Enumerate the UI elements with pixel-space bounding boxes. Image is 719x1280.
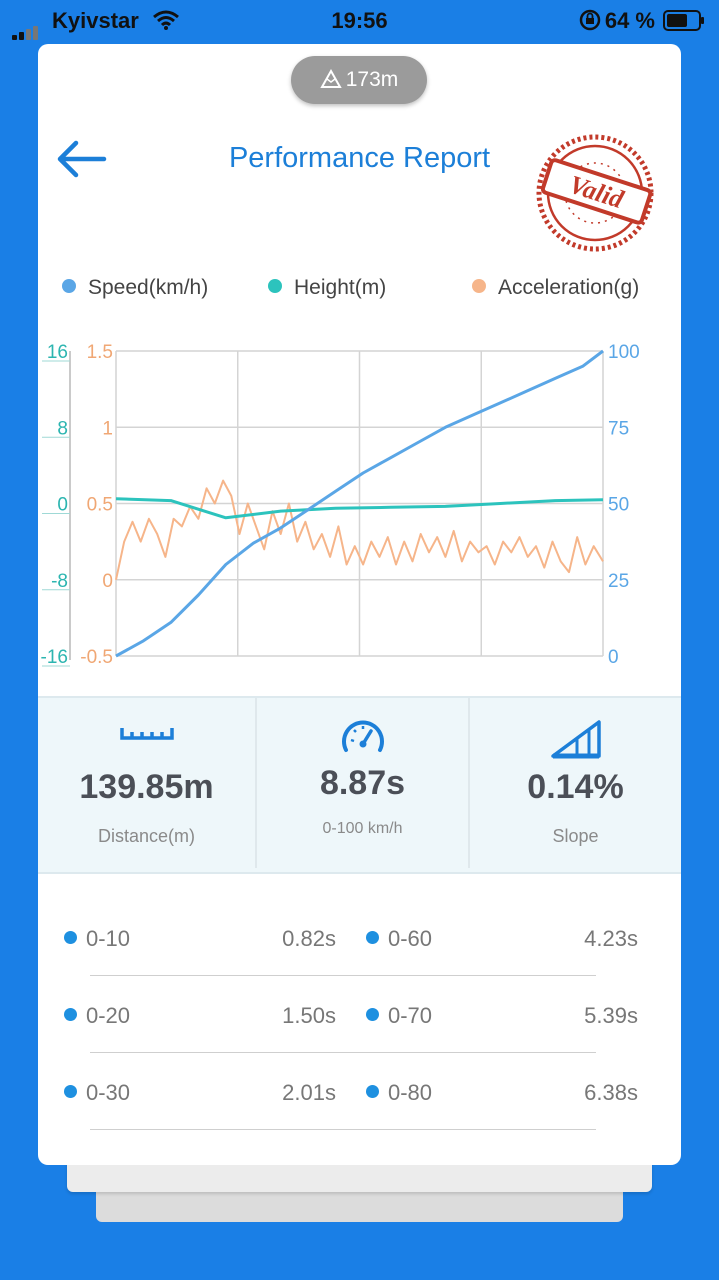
row-divider (90, 1052, 596, 1053)
bullet-icon (64, 931, 77, 944)
height-tick-label: 0 (57, 495, 68, 516)
slope-label: Slope (552, 826, 599, 846)
chart-legend: Speed(km/h) Height(m) Acceleration(g) (38, 276, 681, 306)
speed-tick-label: 25 (608, 571, 629, 592)
bullet-icon (64, 1085, 77, 1098)
split-range: 0-60 (388, 926, 433, 951)
speed-tick-label: 0 (608, 647, 619, 668)
height-tick-label: 16 (47, 342, 68, 363)
legend-item-speed[interactable]: Speed(km/h) (62, 276, 208, 300)
split-range: 0-70 (388, 1003, 433, 1028)
bullet-icon (64, 1008, 77, 1021)
wifi-icon (153, 10, 179, 30)
split-row: 0-20 1.50s 0-70 5.39s (38, 977, 681, 1053)
back-button[interactable] (54, 136, 110, 182)
bullet-icon (366, 1008, 379, 1021)
accel-tick-label: 0.5 (87, 495, 113, 516)
speedometer-icon (341, 720, 384, 752)
speed-tick-label: 50 (608, 495, 629, 516)
bullet-icon (366, 1085, 379, 1098)
accel-tick-label: 0 (102, 571, 113, 592)
mountain-icon (320, 68, 342, 88)
signal-icon (12, 14, 40, 40)
battery-icon (663, 10, 704, 31)
speed-series-line (115, 349, 604, 658)
split-range: 0-80 (388, 1080, 433, 1105)
distance-value: 139.85m (79, 768, 214, 806)
legend-dot (268, 279, 282, 293)
carrier-name: Kyivstar (52, 8, 139, 33)
split-time: 0.82s (282, 926, 336, 951)
slope-icon (550, 720, 601, 759)
split-range: 0-20 (86, 1003, 131, 1028)
stat-slope: 0.14% Slope (470, 698, 681, 868)
time-value: 8.87s (319, 764, 406, 802)
bullet-icon (366, 931, 379, 944)
page-title: Performance Report (228, 142, 491, 174)
split-row: 0-10 0.82s 0-60 4.23s (38, 900, 681, 976)
altitude-value: 173m (345, 68, 399, 91)
height-series-line (115, 497, 604, 520)
split-time: 6.38s (584, 1080, 638, 1105)
stat-distance: 139.85m Distance(m) (38, 698, 255, 868)
row-divider (90, 975, 596, 976)
ruler-icon (119, 728, 174, 740)
back-arrow-icon (57, 140, 107, 178)
acceleration-series-line (115, 479, 604, 581)
speed-tick-label: 75 (608, 418, 629, 439)
legend-label: Acceleration(g) (498, 276, 640, 299)
split-time: 1.50s (282, 1003, 336, 1028)
height-tick-label: -8 (51, 571, 68, 592)
split-row: 0-30 2.01s 0-80 6.38s (38, 1054, 681, 1130)
stats-panel: 139.85m Distance(m) 8.87s 0-100 km/h (38, 696, 681, 874)
split-time: 4.23s (584, 926, 638, 951)
accel-tick-label: 1 (102, 418, 113, 439)
stat-acceleration-time: 8.87s 0-100 km/h (257, 698, 468, 868)
time-label: 0-100 km/h (322, 820, 403, 837)
legend-label: Height(m) (294, 276, 387, 299)
split-range: 0-10 (86, 926, 131, 951)
performance-chart: 16 8 0 -8 -16 1.5 1 0.5 0 -0.5 100 75 50 25 0 (41, 342, 640, 668)
divider (468, 698, 470, 868)
split-time: 5.39s (584, 1003, 638, 1028)
row-divider (90, 1129, 596, 1130)
distance-label: Distance(m) (97, 826, 195, 846)
legend-label: Speed(km/h) (88, 276, 209, 299)
legend-item-acceleration[interactable]: Acceleration(g) (472, 276, 639, 300)
divider (255, 698, 257, 868)
legend-dot (472, 279, 486, 293)
altitude-badge: 173m (291, 56, 427, 104)
report-card: 173m Performance Report Valid Speed(km/h… (38, 44, 681, 1165)
accel-tick-label: 1.5 (87, 342, 113, 363)
clock: 19:56 (331, 8, 388, 33)
split-range: 0-30 (86, 1080, 131, 1105)
status-bar: Kyivstar 19:56 64 % (0, 0, 719, 40)
valid-stamp: Valid (536, 134, 654, 252)
height-tick-label: -16 (41, 647, 68, 668)
split-time: 2.01s (282, 1080, 336, 1105)
slope-value: 0.14% (527, 768, 624, 806)
legend-dot (62, 279, 76, 293)
legend-item-height[interactable]: Height(m) (268, 276, 386, 300)
accel-tick-label: -0.5 (80, 647, 113, 668)
height-tick-label: 8 (57, 418, 68, 439)
battery-percent: 64 % (604, 8, 655, 33)
rotation-lock-icon (579, 9, 601, 31)
speed-tick-label: 100 (608, 342, 640, 363)
